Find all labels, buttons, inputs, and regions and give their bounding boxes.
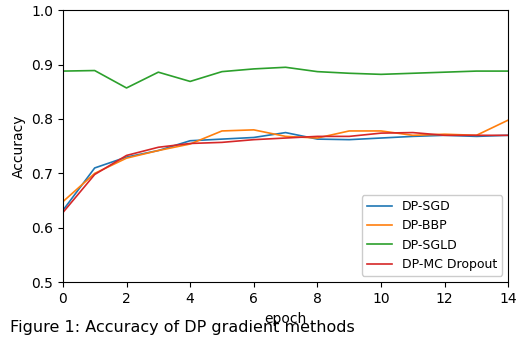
DP-SGD bbox=[219, 137, 225, 141]
DP-BBP bbox=[155, 148, 161, 152]
DP-BBP bbox=[60, 200, 66, 204]
DP-BBP bbox=[123, 156, 129, 160]
DP-BBP bbox=[187, 142, 193, 146]
DP-SGLD bbox=[219, 70, 225, 74]
DP-SGLD bbox=[314, 70, 321, 74]
DP-MC Dropout bbox=[473, 133, 479, 137]
DP-SGLD bbox=[473, 69, 479, 73]
DP-SGLD bbox=[187, 79, 193, 83]
Y-axis label: Accuracy: Accuracy bbox=[12, 115, 26, 178]
DP-BBP bbox=[410, 133, 416, 137]
Text: Figure 1: Accuracy of DP gradient methods: Figure 1: Accuracy of DP gradient method… bbox=[10, 320, 355, 335]
DP-SGLD bbox=[155, 70, 161, 74]
DP-SGLD bbox=[442, 70, 448, 74]
DP-SGLD bbox=[282, 65, 289, 69]
DP-BBP bbox=[282, 135, 289, 139]
DP-MC Dropout bbox=[346, 135, 352, 139]
DP-SGLD bbox=[60, 69, 66, 73]
Line: DP-SGLD: DP-SGLD bbox=[63, 67, 508, 88]
DP-BBP bbox=[505, 118, 511, 122]
DP-MC Dropout bbox=[60, 211, 66, 215]
DP-MC Dropout bbox=[219, 140, 225, 144]
DP-SGLD bbox=[505, 69, 511, 73]
DP-SGLD bbox=[346, 71, 352, 75]
DP-BBP bbox=[378, 129, 384, 133]
Line: DP-SGD: DP-SGD bbox=[63, 132, 508, 210]
DP-BBP bbox=[250, 128, 257, 132]
DP-BBP bbox=[442, 132, 448, 136]
DP-BBP bbox=[92, 171, 98, 175]
DP-SGD bbox=[282, 130, 289, 135]
DP-SGD bbox=[346, 138, 352, 142]
DP-SGD bbox=[505, 133, 511, 137]
DP-MC Dropout bbox=[123, 153, 129, 158]
DP-SGD bbox=[155, 148, 161, 152]
DP-MC Dropout bbox=[410, 130, 416, 135]
Line: DP-MC Dropout: DP-MC Dropout bbox=[63, 132, 508, 213]
DP-BBP bbox=[346, 129, 352, 133]
DP-MC Dropout bbox=[155, 145, 161, 149]
DP-SGLD bbox=[410, 71, 416, 75]
DP-SGD bbox=[123, 155, 129, 159]
DP-SGD bbox=[378, 136, 384, 140]
DP-SGD bbox=[250, 136, 257, 140]
DP-MC Dropout bbox=[92, 172, 98, 176]
DP-SGD bbox=[473, 135, 479, 139]
DP-SGLD bbox=[250, 67, 257, 71]
Legend: DP-SGD, DP-BBP, DP-SGLD, DP-MC Dropout: DP-SGD, DP-BBP, DP-SGLD, DP-MC Dropout bbox=[362, 195, 502, 276]
DP-SGD bbox=[92, 166, 98, 170]
DP-SGLD bbox=[123, 86, 129, 90]
DP-MC Dropout bbox=[250, 138, 257, 142]
X-axis label: epoch: epoch bbox=[265, 312, 307, 325]
DP-MC Dropout bbox=[378, 131, 384, 135]
DP-MC Dropout bbox=[187, 141, 193, 145]
DP-SGLD bbox=[92, 69, 98, 73]
DP-SGD bbox=[187, 139, 193, 143]
Line: DP-BBP: DP-BBP bbox=[63, 120, 508, 202]
DP-MC Dropout bbox=[314, 135, 321, 139]
DP-SGD bbox=[442, 133, 448, 137]
DP-SGD bbox=[410, 135, 416, 139]
DP-SGLD bbox=[378, 72, 384, 76]
DP-BBP bbox=[473, 133, 479, 137]
DP-BBP bbox=[314, 136, 321, 140]
DP-SGD bbox=[314, 137, 321, 141]
DP-MC Dropout bbox=[442, 133, 448, 137]
DP-BBP bbox=[219, 129, 225, 133]
DP-MC Dropout bbox=[282, 136, 289, 140]
DP-MC Dropout bbox=[505, 133, 511, 137]
DP-SGD bbox=[60, 208, 66, 212]
